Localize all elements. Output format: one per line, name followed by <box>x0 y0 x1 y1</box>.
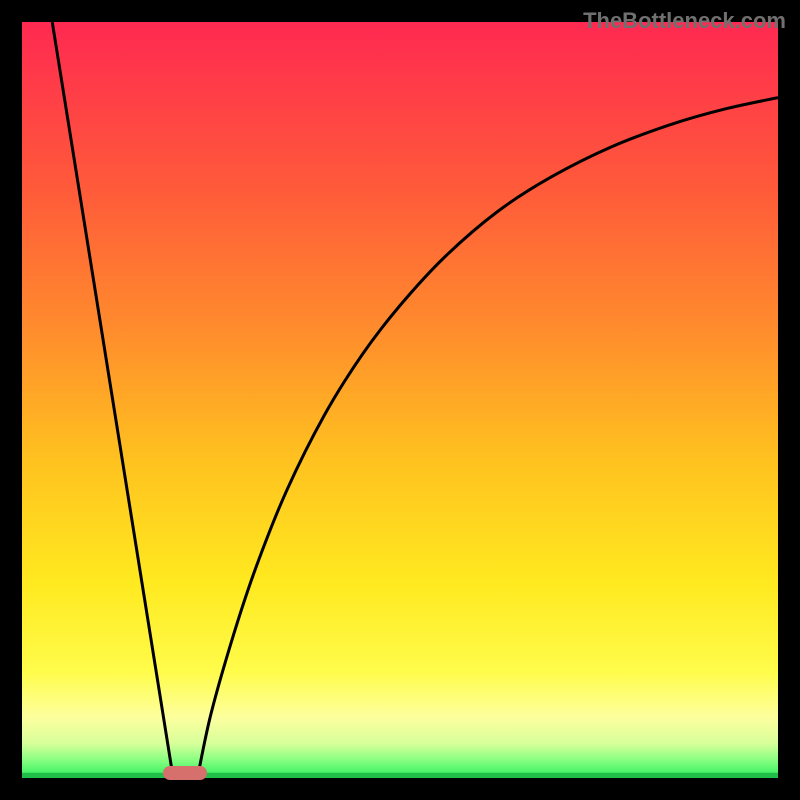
bottleneck-marker <box>163 766 207 780</box>
plot-area <box>22 22 778 778</box>
chart-svg <box>22 22 778 778</box>
watermark-text: TheBottleneck.com <box>583 8 786 34</box>
chart-container: TheBottleneck.com <box>0 0 800 800</box>
bottleneck-curve <box>52 22 778 778</box>
